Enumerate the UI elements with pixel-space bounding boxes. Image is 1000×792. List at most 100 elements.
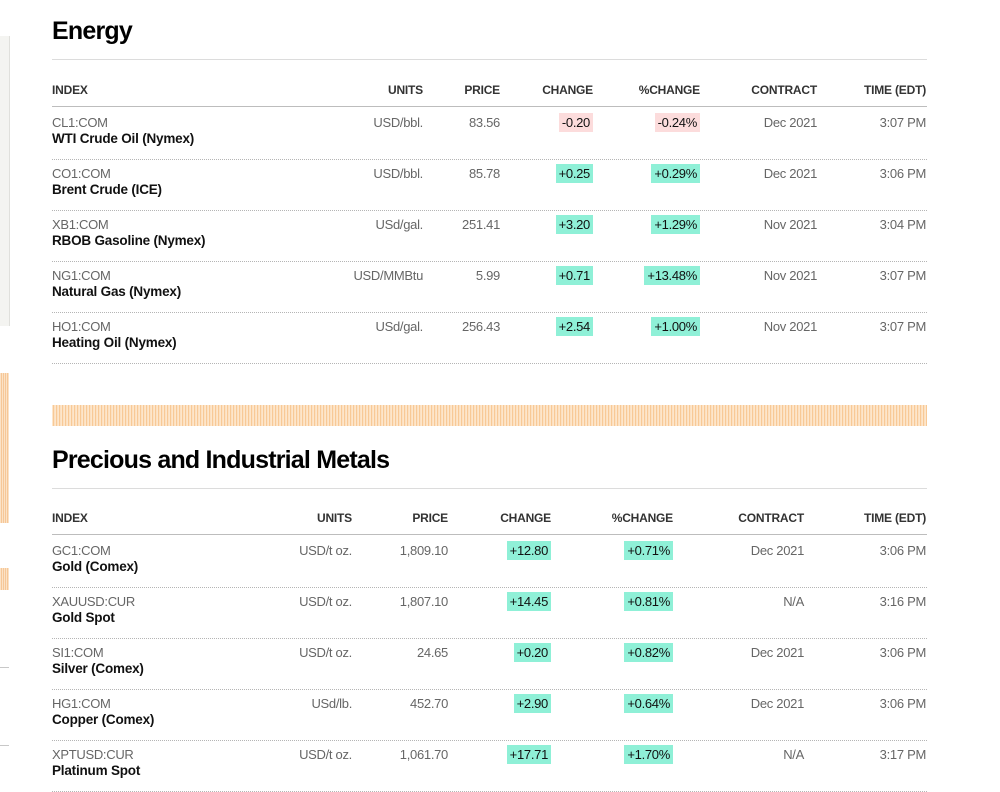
sidebar-ad-stripe-small [0,568,9,590]
pct-change-badge: +0.64% [624,694,673,713]
time-cell: 3:07 PM [879,268,927,283]
section-title: Precious and Industrial Metals [52,446,390,474]
header-pct-change[interactable]: %CHANGE [638,83,700,97]
table-row[interactable]: XB1:COM RBOB Gasoline (Nymex) USd/gal. 251.… [52,210,927,262]
price-cell: 5.99 [475,268,500,283]
header-rule [52,106,927,107]
table-row[interactable]: SI1:COM Silver (Comex) USD/t oz. 24.65 +0.20… [52,638,927,690]
ticker-link[interactable]: GC1:COM [52,543,111,558]
pct-change-badge: +13.48% [644,266,700,285]
contract-cell: Nov 2021 [763,217,818,232]
title-rule [52,488,927,489]
table-row[interactable]: NG1:COM Natural Gas (Nymex) USD/MMBtu 5.99 +… [52,261,927,313]
table-row[interactable]: XPTUSD:CUR Platinum Spot USD/t oz. 1,061.70… [52,740,927,792]
instrument-name[interactable]: Brent Crude (ICE) [52,182,162,197]
instrument-name[interactable]: Copper (Comex) [52,712,155,727]
contract-cell: Dec 2021 [763,166,818,181]
units-cell: USD/t oz. [299,645,352,660]
sidebar-ad-stripe [0,373,9,523]
pct-change-badge: +0.82% [624,643,673,662]
header-price[interactable]: PRICE [412,511,448,525]
header-contract[interactable]: CONTRACT [738,511,804,525]
instrument-name[interactable]: RBOB Gasoline (Nymex) [52,233,206,248]
header-contract[interactable]: CONTRACT [751,83,817,97]
price-cell: 256.43 [462,319,500,334]
header-index[interactable]: INDEX [52,511,88,525]
contract-cell: Dec 2021 [750,696,805,711]
table-row[interactable]: GC1:COM Gold (Comex) USD/t oz. 1,809.10 +12.… [52,536,927,588]
table-row[interactable]: HG1:COM Copper (Comex) USd/lb. 452.70 +2.90 +… [52,689,927,741]
ticker-link[interactable]: XPTUSD:CUR [52,747,134,762]
instrument-name[interactable]: Silver (Comex) [52,661,144,676]
header-units[interactable]: UNITS [316,511,352,525]
header-time[interactable]: TIME (EDT) [864,511,926,525]
change-badge: +0.20 [513,643,551,662]
contract-cell: Nov 2021 [763,268,818,283]
header-index[interactable]: INDEX [52,83,88,97]
header-rule [52,534,927,535]
ticker-link[interactable]: NG1:COM [52,268,111,283]
instrument-name[interactable]: Heating Oil (Nymex) [52,335,177,350]
time-cell: 3:17 PM [879,747,927,762]
sidebar-divider [0,745,9,746]
header-price[interactable]: PRICE [464,83,500,97]
contract-cell: Dec 2021 [763,115,818,130]
ticker-link[interactable]: HG1:COM [52,696,111,711]
pct-change-badge: +1.70% [624,745,673,764]
ticker-link[interactable]: SI1:COM [52,645,104,660]
units-cell: USD/t oz. [299,594,352,609]
instrument-name[interactable]: Platinum Spot [52,763,141,778]
ticker-link[interactable]: HO1:COM [52,319,111,334]
header-change[interactable]: CHANGE [542,83,593,97]
table-header: INDEX UNITS PRICE CHANGE %CHANGE CONTRAC… [52,81,927,101]
contract-cell: N/A [783,747,804,762]
change-badge: +14.45 [506,592,551,611]
table-row[interactable]: CL1:COM WTI Crude Oil (Nymex) USD/bbl. 83.5… [52,108,927,160]
change-badge: +12.80 [506,541,551,560]
ticker-link[interactable]: XAUUSD:CUR [52,594,135,609]
ticker-link[interactable]: CL1:COM [52,115,108,130]
units-cell: USD/MMBtu [353,268,423,283]
ad-banner-stripe [52,405,927,426]
price-cell: 1,061.70 [399,747,449,762]
pct-change-badge: +1.00% [651,317,700,336]
change-badge: +0.71 [555,266,593,285]
ticker-link[interactable]: XB1:COM [52,217,109,232]
time-cell: 3:06 PM [879,696,927,711]
units-cell: USD/t oz. [299,747,352,762]
instrument-name[interactable]: Natural Gas (Nymex) [52,284,181,299]
ticker-link[interactable]: CO1:COM [52,166,111,181]
header-time[interactable]: TIME (EDT) [864,83,926,97]
change-badge: +0.25 [555,164,593,183]
pct-change-badge: -0.24% [654,113,700,132]
change-badge: +2.54 [555,317,593,336]
change-badge: +3.20 [555,215,593,234]
header-units[interactable]: UNITS [387,83,423,97]
table-row[interactable]: XAUUSD:CUR Gold Spot USD/t oz. 1,807.10 +14.… [52,587,927,639]
units-cell: USD/t oz. [299,543,352,558]
instrument-name[interactable]: Gold (Comex) [52,559,139,574]
change-badge: -0.20 [558,113,593,132]
header-change[interactable]: CHANGE [500,511,551,525]
table-row[interactable]: CO1:COM Brent Crude (ICE) USD/bbl. 85.78 +0.… [52,159,927,211]
pct-change-badge: +0.81% [624,592,673,611]
price-cell: 1,807.10 [399,594,449,609]
sidebar-panel [0,36,10,326]
price-cell: 85.78 [468,166,500,181]
instrument-name[interactable]: WTI Crude Oil (Nymex) [52,131,195,146]
time-cell: 3:04 PM [879,217,927,232]
units-cell: USD/bbl. [373,115,423,130]
price-cell: 452.70 [410,696,448,711]
table-header: INDEX UNITS PRICE CHANGE %CHANGE CONTRAC… [52,509,927,529]
pct-change-badge: +0.29% [651,164,700,183]
units-cell: USD/bbl. [373,166,423,181]
units-cell: USd/gal. [375,319,424,334]
header-pct-change[interactable]: %CHANGE [611,511,673,525]
table-row[interactable]: HO1:COM Heating Oil (Nymex) USd/gal. 256.43… [52,312,927,364]
price-cell: 83.56 [468,115,500,130]
instrument-name[interactable]: Gold Spot [52,610,115,625]
units-cell: USd/lb. [311,696,352,711]
price-cell: 251.41 [462,217,500,232]
time-cell: 3:06 PM [879,166,927,181]
change-badge: +17.71 [506,745,551,764]
